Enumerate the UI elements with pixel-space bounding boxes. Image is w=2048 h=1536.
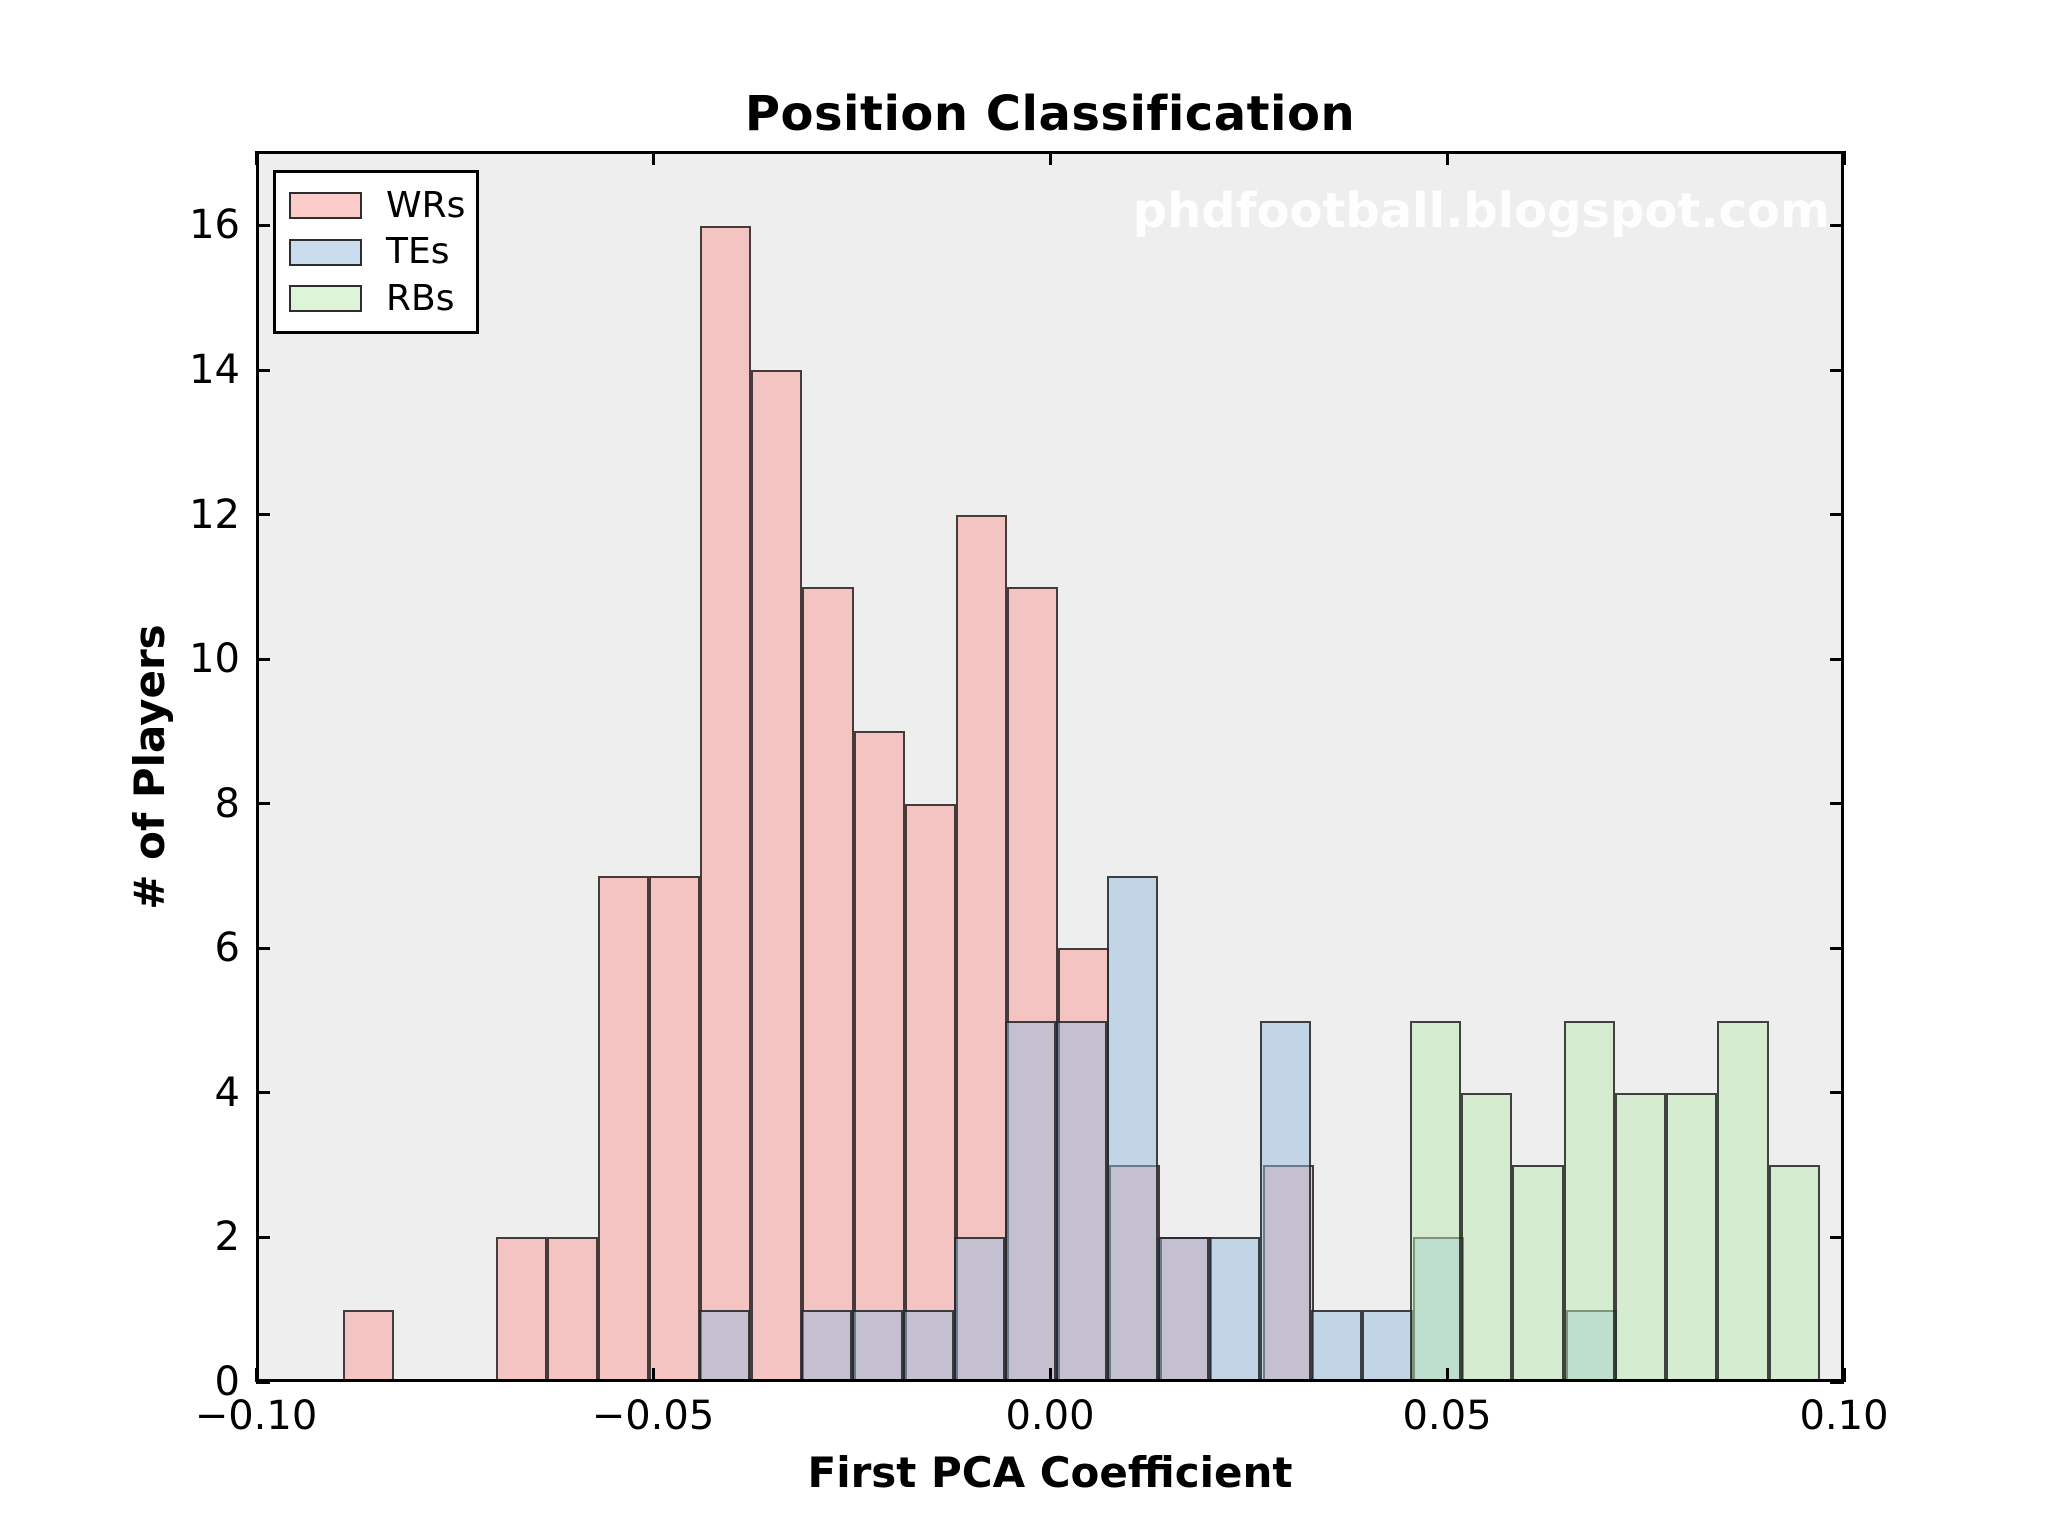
histogram-bar-rbs: [1461, 1092, 1512, 1382]
x-tick-mark-top: [1842, 151, 1846, 165]
x-tick-mark: [651, 1368, 655, 1382]
y-tick-label: 14: [189, 347, 240, 394]
x-tick-label: 0.10: [1799, 1393, 1889, 1439]
x-tick-mark: [1048, 1368, 1052, 1382]
y-tick-mark: [256, 1091, 270, 1095]
histogram-bar-wrs: [649, 876, 700, 1382]
watermark: phdfootball.blogspot.com: [1132, 183, 1830, 239]
legend-row-wrs: WRs: [276, 184, 476, 226]
x-tick-mark: [1445, 1368, 1449, 1382]
histogram-bar-wrs: [547, 1237, 598, 1382]
legend-row-tes: TEs: [276, 234, 476, 270]
histogram-bar-wrs: [751, 370, 802, 1382]
y-tick-mark: [256, 657, 270, 661]
histogram-bar-tes: [801, 1309, 852, 1382]
y-tick-mark-right: [1830, 802, 1844, 806]
histogram-bar-wrs: [343, 1309, 394, 1382]
histogram-bar-rbs: [1717, 1020, 1769, 1382]
histogram-bar-wrs: [905, 803, 956, 1382]
y-axis-label: # of Players: [125, 624, 174, 910]
chart-title: Position Classification: [744, 86, 1356, 142]
histogram-bar-tes: [699, 1309, 751, 1382]
plot-area: phdfootball.blogspot.com WRs TEs RBs: [254, 151, 1846, 1384]
y-tick-mark: [256, 368, 270, 372]
tes-swatch-icon: [289, 238, 362, 266]
y-tick-mark: [256, 223, 270, 227]
histogram-bar-rbs: [1666, 1092, 1717, 1382]
y-tick-mark-right: [1830, 1380, 1844, 1384]
bars-layer: [256, 151, 1844, 1382]
y-tick-label: 2: [214, 1214, 240, 1261]
y-axis-tick-labels: 0 2 4 6 8 10 12 14 16: [0, 151, 240, 1402]
ticks-layer: [254, 151, 1846, 1384]
rbs-swatch-icon: [289, 285, 362, 312]
y-tick-mark-right: [1830, 1091, 1844, 1095]
x-axis-tick-labels: −0.10 −0.05 0.00 0.05 0.10: [195, 1393, 1889, 1454]
y-tick-label: 4: [214, 1069, 240, 1116]
histogram-bar-rbs: [1511, 1165, 1564, 1382]
y-tick-mark-right: [1830, 513, 1844, 517]
y-tick-mark: [256, 946, 270, 950]
y-tick-mark-right: [1830, 946, 1844, 950]
histogram-bar-tes: [903, 1309, 954, 1382]
x-axis-label: First PCA Coefficient: [807, 1448, 1293, 1497]
legend-label-wrs: WRs: [386, 184, 466, 226]
y-tick-mark-right: [1830, 1235, 1844, 1239]
legend-row-rbs: RBs: [276, 277, 476, 319]
x-tick-mark: [1842, 1368, 1846, 1382]
x-tick-label: 0.00: [1005, 1393, 1095, 1439]
legend-label-tes: TEs: [386, 231, 450, 272]
legend: WRs TEs RBs: [273, 170, 479, 334]
y-tick-mark: [256, 1235, 270, 1239]
histogram-bar-rbs: [1410, 1020, 1461, 1382]
histogram-bar-rbs: [1769, 1165, 1821, 1382]
y-tick-mark-right: [1830, 223, 1844, 227]
y-tick-label: 6: [214, 925, 240, 972]
x-tick-label: 0.05: [1402, 1393, 1492, 1439]
histogram-bar-tes: [1209, 1237, 1260, 1382]
histogram-bar-wrs: [854, 731, 906, 1382]
histogram-bar-tes: [1107, 876, 1158, 1382]
y-tick-label: 12: [189, 491, 240, 538]
legend-label-rbs: RBs: [386, 277, 455, 319]
histogram-bar-tes: [1311, 1309, 1362, 1382]
y-tick-label: 10: [189, 636, 240, 683]
x-tick-label: −0.10: [194, 1393, 318, 1439]
y-tick-mark: [256, 802, 270, 806]
y-tick-label: 16: [189, 202, 240, 249]
y-tick-mark: [256, 513, 270, 517]
wrs-swatch-icon: [289, 192, 362, 219]
y-tick-label: 8: [214, 780, 240, 827]
x-tick-label: −0.05: [591, 1393, 715, 1439]
x-tick-mark-top: [651, 151, 655, 165]
y-tick-mark-right: [1830, 368, 1844, 372]
y-tick-mark: [256, 1380, 270, 1384]
x-tick-mark-top: [254, 151, 258, 165]
x-tick-mark-top: [1445, 151, 1449, 165]
y-tick-mark-right: [1830, 657, 1844, 661]
histogram-bar-tes: [1005, 1020, 1057, 1382]
y-tick-label: 0: [214, 1359, 240, 1405]
histogram-bar-tes: [852, 1309, 904, 1382]
histogram-bar-wrs: [700, 225, 751, 1382]
histogram-bar-rbs: [1564, 1020, 1616, 1382]
histogram-bar-wrs: [802, 586, 854, 1382]
x-tick-mark-top: [1048, 151, 1052, 165]
histogram-bar-tes: [1056, 1020, 1107, 1382]
histogram-bar-wrs: [598, 876, 650, 1382]
